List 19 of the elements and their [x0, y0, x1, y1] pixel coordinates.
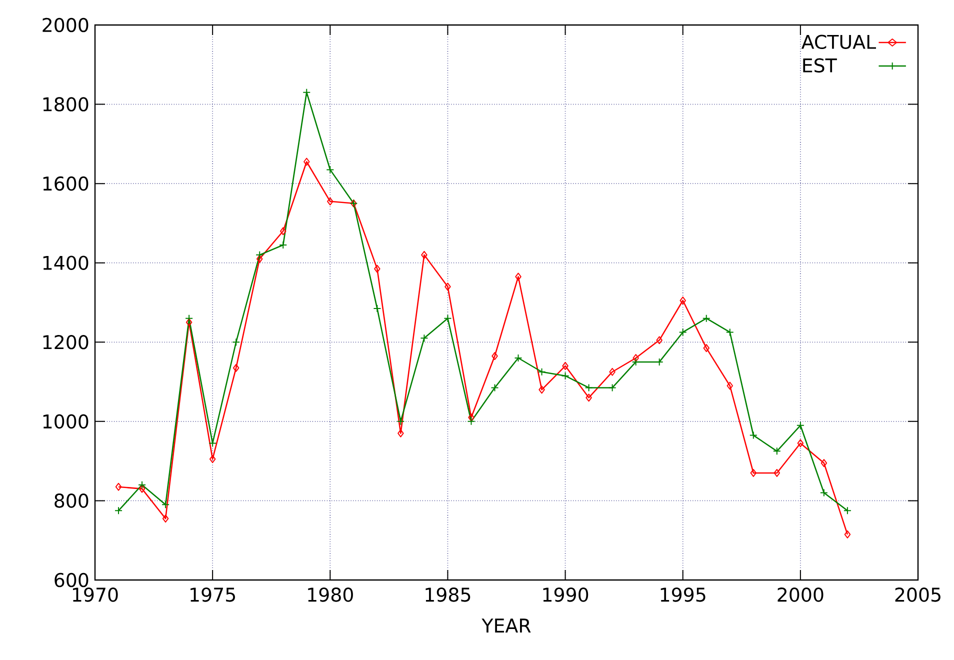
x-tick-label: 1990: [543, 588, 588, 602]
y-tick-label: 1600: [43, 176, 88, 191]
x-tick-label: 2000: [778, 588, 824, 602]
y-tick-label: 800: [54, 494, 88, 508]
x-axis-title: YEAR: [482, 618, 531, 632]
x-tick-label: 1970: [72, 588, 118, 602]
x-tick-label: 1975: [190, 588, 235, 602]
y-tick-label: 2000: [42, 18, 88, 32]
x-tick-label: 1985: [426, 588, 470, 602]
y-tick-label: 1400: [43, 256, 88, 270]
y-tick-label: 600: [54, 572, 88, 588]
x-tick-label: 1995: [660, 588, 706, 602]
legend-label: ACTUAL: [801, 34, 876, 50]
x-tick-label: 2005: [895, 588, 940, 602]
y-tick-label: 1200: [43, 334, 88, 350]
y-tick-label: 1800: [43, 97, 88, 112]
legend-label: EST: [803, 58, 837, 73]
y-tick-label: 1000: [43, 414, 88, 429]
x-tick-label: 1980: [308, 588, 353, 602]
